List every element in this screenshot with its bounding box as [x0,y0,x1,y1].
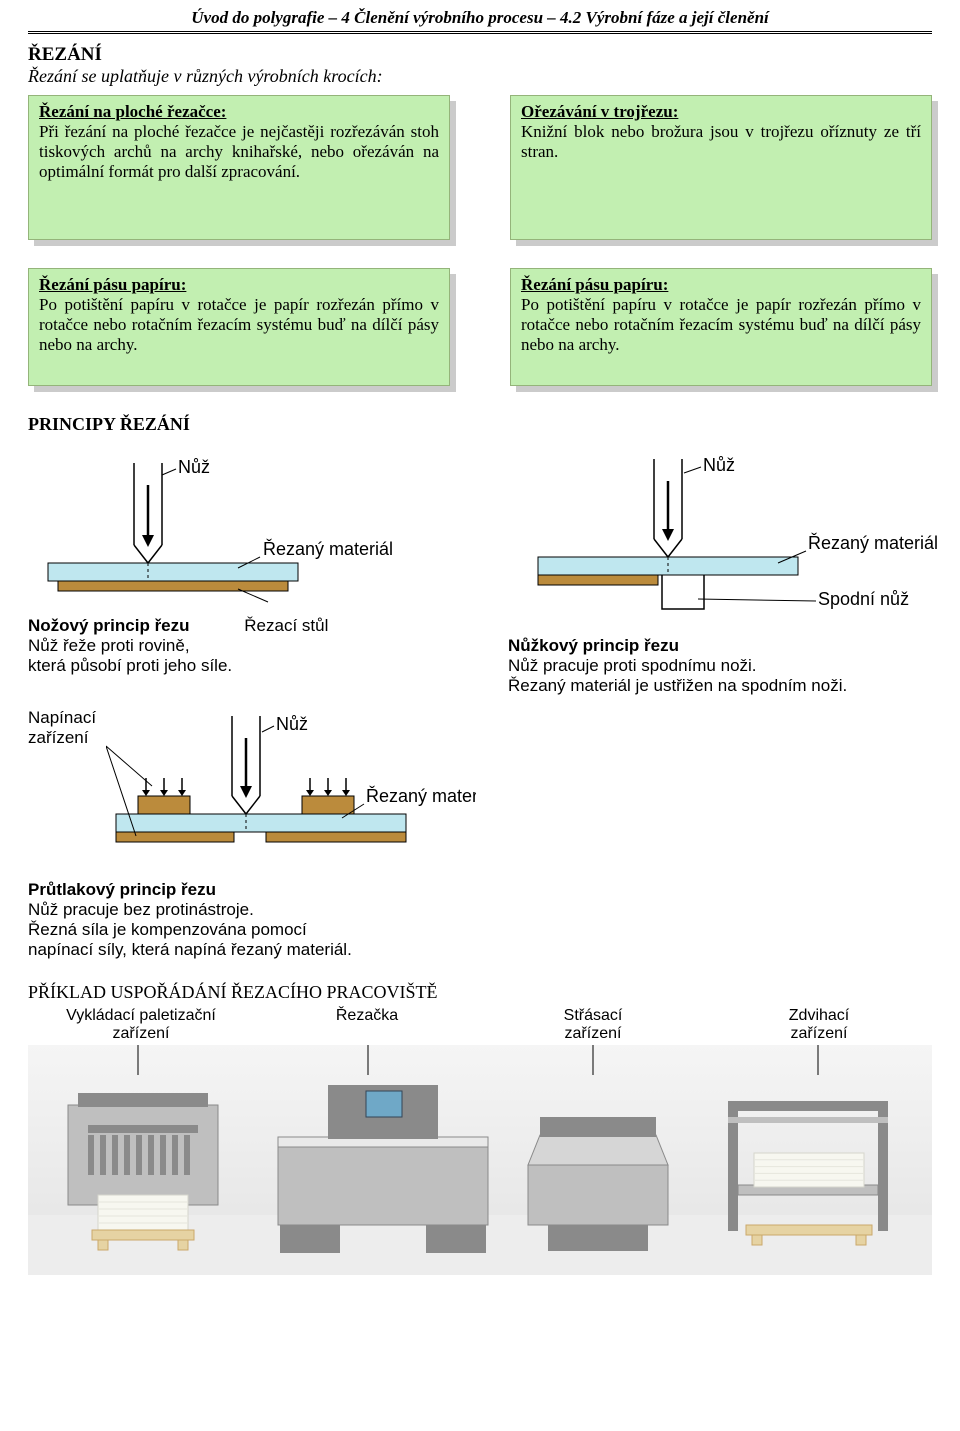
svg-text:Nůž: Nůž [703,455,735,475]
diagram-scissor-caption: Nůžkový princip řezu Nůž pracuje proti s… [508,636,948,696]
info-box-title: Řezání pásu papíru: [39,275,439,295]
principy-title: PRINCIPY ŘEZÁNÍ [28,414,932,435]
info-box-title: Řezání na ploché řezačce: [39,102,439,122]
info-boxes-row-2: Řezání pásu papíru:Po potištění papíru v… [28,268,932,386]
d3-title: Průtlakový princip řezu [28,880,216,899]
info-box: Řezání pásu papíru:Po potištění papíru v… [510,268,932,386]
info-box: Řezání pásu papíru:Po potištění papíru v… [28,268,450,386]
diagram-scissor-svg: Nůž Řezaný materiál Spodní nůž [508,445,948,625]
d3-body: Nůž pracuje bez protinástroje.Řezná síla… [28,900,352,959]
machine-label: Vykládací paletizačnízařízení [28,1007,254,1043]
svg-text:Nůž: Nůž [276,714,308,734]
section-title: ŘEZÁNÍ [28,44,932,66]
tension-label: Napínacízařízení [28,706,98,748]
diagrams-row-1: Nůž Řezaný materiál Nožový princip řezu Ř… [28,445,932,696]
svg-text:Řezaný materiál: Řezaný materiál [366,786,476,806]
page-header: Úvod do polygrafie – 4 Členění výrobního… [28,8,932,31]
info-box-body: Po potištění papíru v rotačce je papír r… [39,295,439,355]
diagram-punch-caption: Průtlakový princip řezu Nůž pracuje bez … [28,880,932,960]
diagram-knife-svg: Nůž Řezaný materiál [28,445,468,605]
machine-label: Řezačka [254,1007,480,1043]
d1-body: Nůž řeže proti rovině,která působí proti… [28,636,232,675]
machine-label: Zdvihacízařízení [706,1007,932,1043]
info-box: Ořezávání v trojřezu:Knižní blok nebo br… [510,95,932,240]
svg-text:Spodní nůž: Spodní nůž [818,589,909,609]
svg-text:Řezaný materiál: Řezaný materiál [808,533,938,553]
d2-body: Nůž pracuje proti spodnímu noži.Řezaný m… [508,656,847,695]
machine-labels-row: Vykládací paletizačnízařízeníŘezačkaStřá… [28,1007,932,1043]
machine-label: Střásacízařízení [480,1007,706,1043]
svg-text:Řezaný materiál: Řezaný materiál [263,539,393,559]
section-subtitle: Řezání se uplatňuje v různých výrobních … [28,66,932,87]
info-box-body: Knižní blok nebo brožura jsou v trojřezu… [521,122,921,162]
diagram-punch-block: Napínacízařízení Nůž Řezaný materiál Průt… [28,706,932,960]
diagram-scissor: Nůž Řezaný materiál Spodní nůž Nůžkový pri… [508,445,948,696]
svg-text:Nůž: Nůž [178,457,210,477]
info-box-body: Při řezání na ploché řezačce je nejčastě… [39,122,439,182]
diagram-punch-svg: Nůž Řezaný materiál [106,706,476,866]
d2-title: Nůžkový princip řezu [508,636,679,655]
d1-title: Nožový princip řezu [28,616,190,635]
info-box: Řezání na ploché řezačce:Při řezání na p… [28,95,450,240]
info-boxes-row-1: Řezání na ploché řezačce:Při řezání na p… [28,95,932,240]
info-box-title: Ořezávání v trojřezu: [521,102,921,122]
header-rule [28,31,932,34]
diagram-knife: Nůž Řezaný materiál Nožový princip řezu Ř… [28,445,468,676]
info-box-body: Po potištění papíru v rotačce je papír r… [521,295,921,355]
info-box-title: Řezání pásu papíru: [521,275,921,295]
cutting-table-label: Řezací stůl [244,616,328,635]
diagram-knife-caption: Nožový princip řezu Řezací stůl Nůž řeže… [28,616,468,676]
machines-illustration [28,1045,932,1275]
example-title: PŘÍKLAD USPOŘÁDÁNÍ ŘEZACÍHO PRACOVIŠTĚ [28,982,932,1003]
